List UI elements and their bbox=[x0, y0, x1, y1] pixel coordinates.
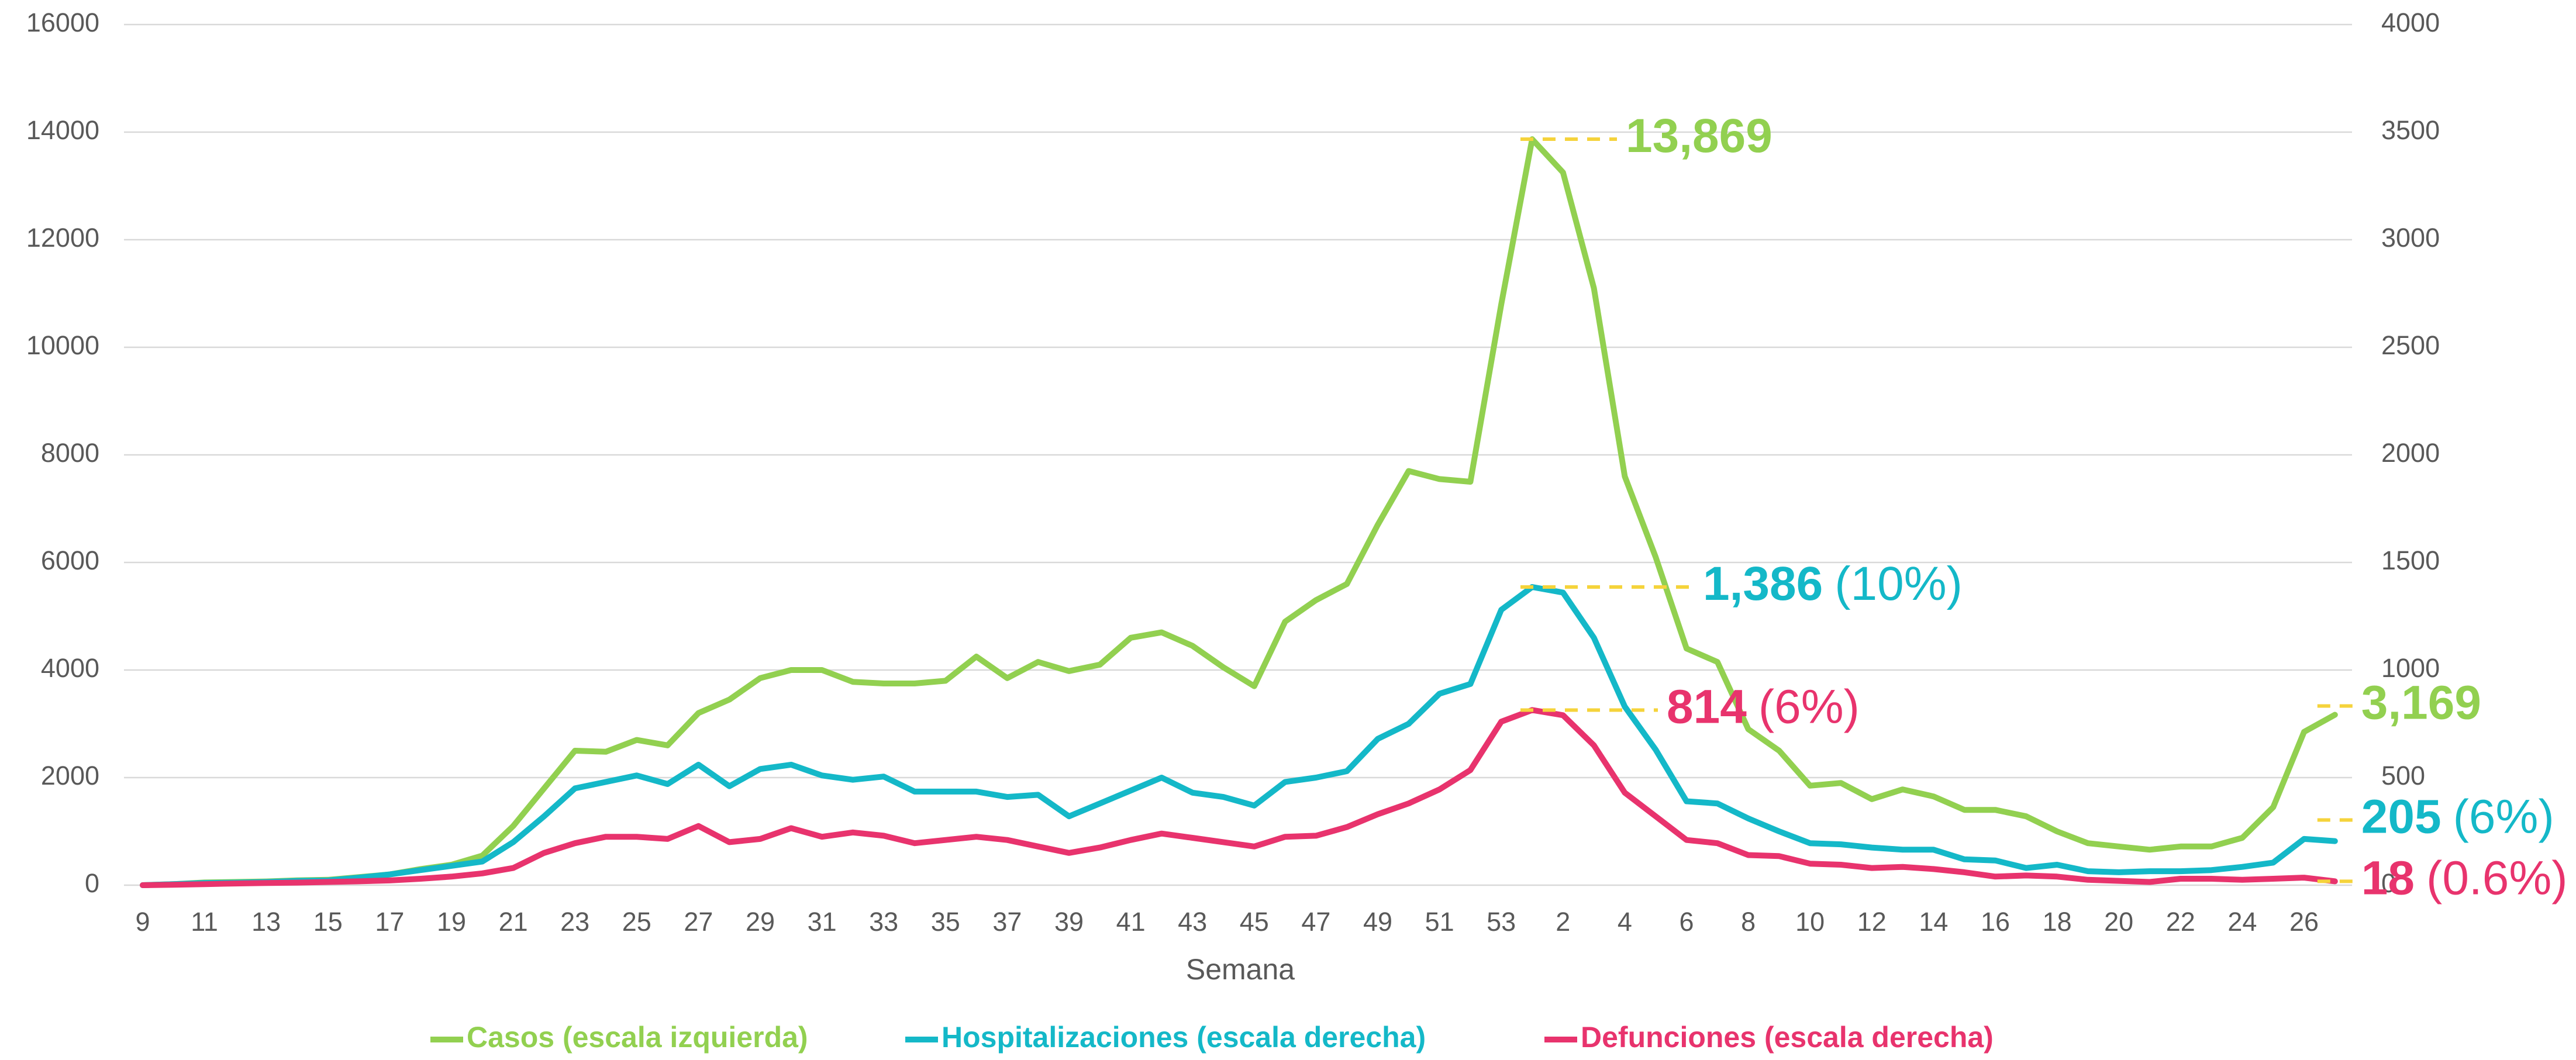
x-tick-label: 27 bbox=[684, 907, 713, 937]
data-label-value: 814 bbox=[1667, 680, 1747, 733]
y-tick-label: 2000 bbox=[41, 761, 99, 790]
x-tick-label: 39 bbox=[1054, 907, 1084, 937]
y-tick-label: 16000 bbox=[26, 8, 99, 37]
x-tick-label: 8 bbox=[1741, 907, 1756, 937]
y2-tick-label: 2500 bbox=[2381, 330, 2440, 360]
y-tick-label: 0 bbox=[85, 868, 99, 898]
data-label-share: (0.6%) bbox=[2426, 851, 2568, 904]
legend-label: Defunciones (escala derecha) bbox=[1581, 1021, 1994, 1054]
series-line bbox=[140, 707, 2338, 888]
data-label: 814 (6%) bbox=[1667, 680, 1860, 733]
x-tick-label: 12 bbox=[1857, 907, 1887, 937]
legend-label: Casos (escala izquierda) bbox=[467, 1021, 808, 1054]
x-tick-label: 49 bbox=[1363, 907, 1392, 937]
x-tick-label: 31 bbox=[808, 907, 837, 937]
y2-tick-label: 4000 bbox=[2381, 8, 2440, 37]
y-tick-label: 10000 bbox=[26, 330, 99, 360]
data-label: 18 (0.6%) bbox=[2361, 851, 2568, 904]
x-tick-label: 18 bbox=[2043, 907, 2072, 937]
x-tick-label: 24 bbox=[2227, 907, 2257, 937]
data-label-share: (6%) bbox=[2453, 790, 2554, 843]
y2-tick-label: 3500 bbox=[2381, 115, 2440, 145]
x-tick-label: 19 bbox=[437, 907, 466, 937]
y2-tick-label: 1000 bbox=[2381, 653, 2440, 683]
y-tick-label: 14000 bbox=[26, 115, 99, 145]
y2-tick-label: 0 bbox=[2381, 868, 2396, 898]
y2-tick-label: 3000 bbox=[2381, 223, 2440, 253]
y-tick-label: 8000 bbox=[41, 438, 99, 468]
data-label: 205 (6%) bbox=[2361, 790, 2554, 843]
legend-label: Hospitalizaciones (escala derecha) bbox=[942, 1021, 1426, 1054]
y-tick-label: 6000 bbox=[41, 545, 99, 575]
x-tick-label: 14 bbox=[1919, 907, 1948, 937]
x-tick-label: 37 bbox=[992, 907, 1022, 937]
x-tick-label: 6 bbox=[1679, 907, 1694, 937]
series-line bbox=[140, 136, 2338, 888]
x-tick-label: 16 bbox=[1981, 907, 2010, 937]
data-label-value: 3,169 bbox=[2361, 676, 2481, 729]
x-tick-label: 15 bbox=[313, 907, 343, 937]
x-tick-label: 41 bbox=[1116, 907, 1146, 937]
data-label-share: (10%) bbox=[1834, 557, 1963, 610]
y2-tick-label: 1500 bbox=[2381, 545, 2440, 575]
x-tick-label: 53 bbox=[1487, 907, 1516, 937]
data-label-value: 13,869 bbox=[1626, 109, 1772, 163]
x-tick-label: 47 bbox=[1301, 907, 1330, 937]
x-tick-label: 22 bbox=[2166, 907, 2195, 937]
data-label: 3,169 bbox=[2361, 676, 2481, 729]
y2-tick-label: 500 bbox=[2381, 761, 2425, 790]
x-tick-label: 2 bbox=[1556, 907, 1570, 937]
y-tick-label: 4000 bbox=[41, 653, 99, 683]
data-label-value: 1,386 bbox=[1703, 557, 1823, 610]
x-tick-label: 45 bbox=[1240, 907, 1269, 937]
data-label-share: (6%) bbox=[1758, 680, 1860, 733]
x-tick-label: 10 bbox=[1795, 907, 1825, 937]
x-axis-title: Semana bbox=[1186, 953, 1295, 986]
data-label: 1,386 (10%) bbox=[1703, 557, 1963, 610]
x-tick-label: 4 bbox=[1618, 907, 1632, 937]
data-label-value: 205 bbox=[2361, 790, 2441, 843]
x-tick-label: 43 bbox=[1178, 907, 1207, 937]
x-tick-label: 20 bbox=[2104, 907, 2133, 937]
series-line bbox=[140, 584, 2338, 888]
x-tick-label: 51 bbox=[1425, 907, 1454, 937]
x-tick-label: 21 bbox=[499, 907, 528, 937]
x-tick-label: 26 bbox=[2289, 907, 2319, 937]
data-label: 13,869 bbox=[1626, 109, 1772, 163]
x-tick-label: 9 bbox=[135, 907, 150, 937]
x-tick-label: 25 bbox=[622, 907, 651, 937]
x-tick-label: 33 bbox=[869, 907, 898, 937]
x-tick-label: 17 bbox=[375, 907, 404, 937]
x-tick-label: 35 bbox=[931, 907, 960, 937]
y-tick-label: 12000 bbox=[26, 223, 99, 253]
x-tick-label: 29 bbox=[746, 907, 775, 937]
data-label-value: 18 bbox=[2361, 851, 2415, 904]
y2-tick-label: 2000 bbox=[2381, 438, 2440, 468]
x-tick-label: 23 bbox=[560, 907, 589, 937]
x-tick-label: 13 bbox=[251, 907, 281, 937]
x-tick-label: 11 bbox=[191, 907, 218, 937]
